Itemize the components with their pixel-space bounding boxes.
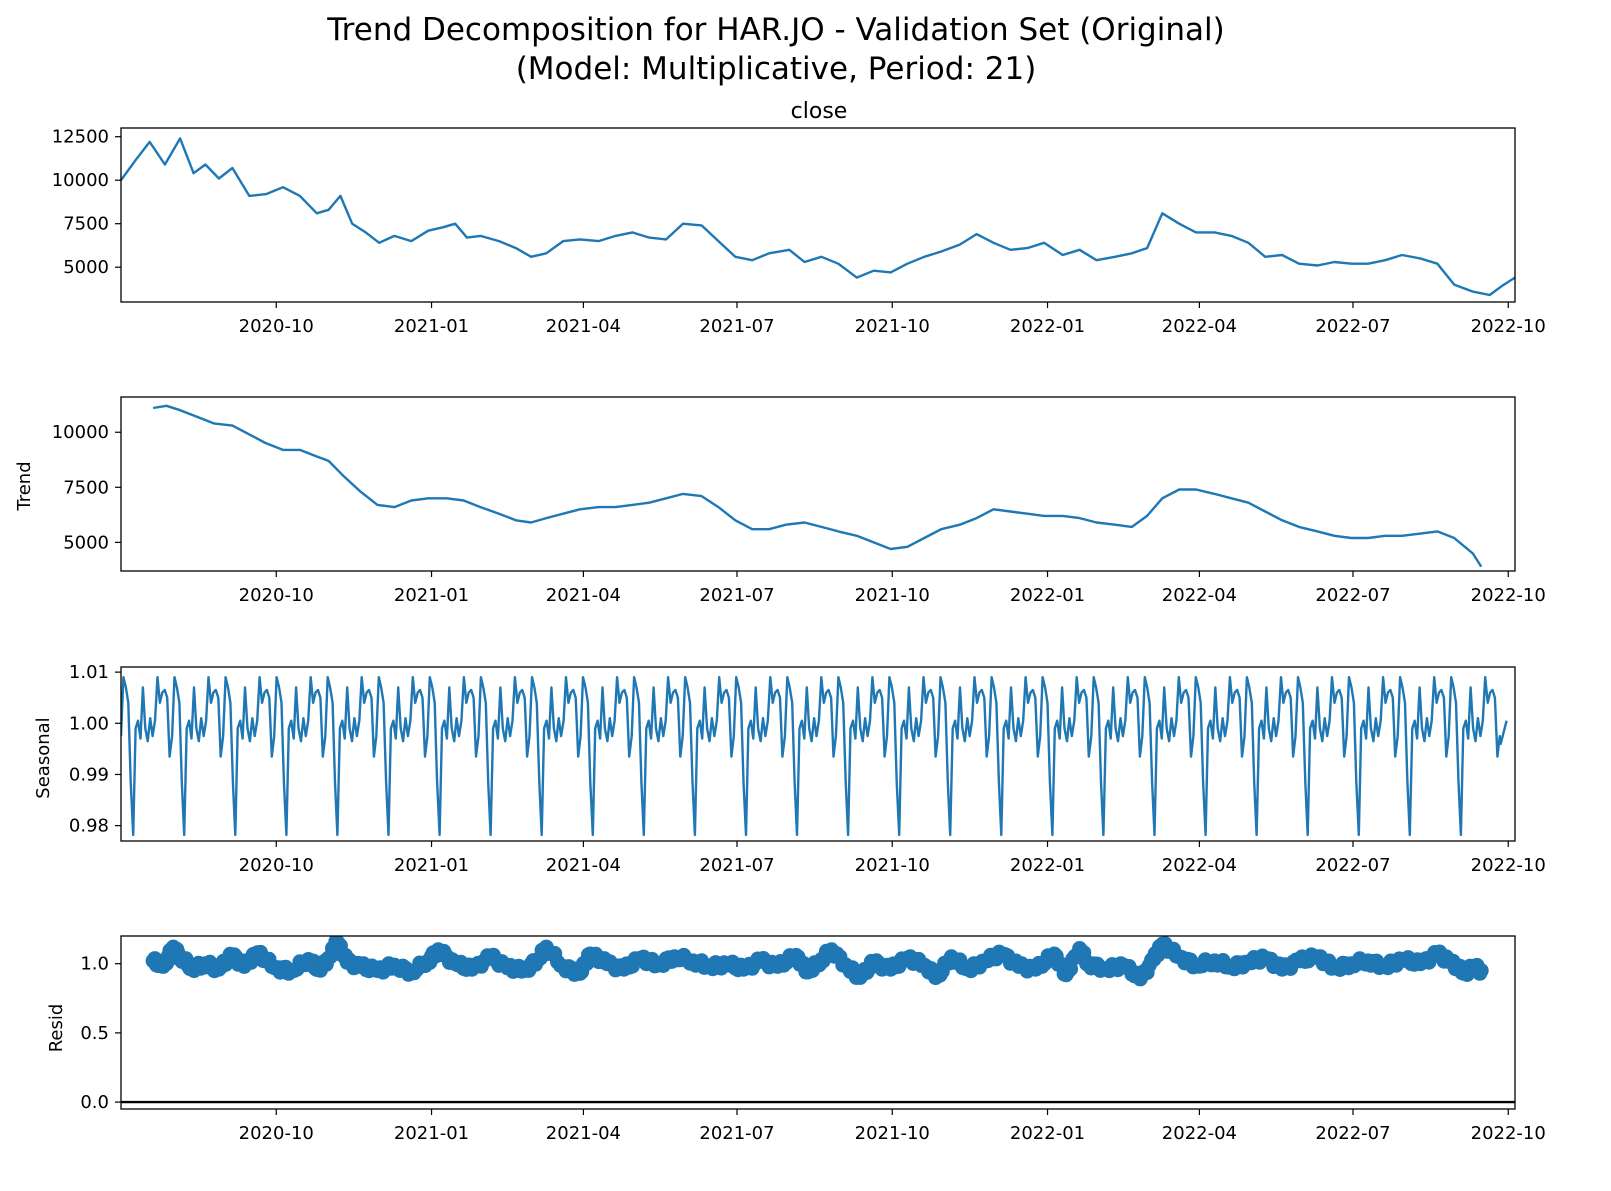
y-tick-label: 0.5 bbox=[80, 1023, 109, 1044]
y-tick-label: 1.00 bbox=[69, 713, 109, 734]
x-tick-label: 2021-10 bbox=[855, 1123, 930, 1144]
trend-panel: Trend 2020-10 2021-01 2021-04 2021-07 2021-1… bbox=[14, 396, 1546, 606]
x-tick-label: 2020-10 bbox=[239, 316, 314, 337]
x-tick-label: 2022-10 bbox=[1471, 1123, 1546, 1144]
seasonal-series-line bbox=[121, 676, 1508, 837]
x-tick-label: 2020-10 bbox=[239, 855, 314, 876]
x-tick-label: 2022-07 bbox=[1315, 855, 1390, 876]
x-tick-label: 2022-01 bbox=[1010, 855, 1085, 876]
x-tick-label: 2022-01 bbox=[1010, 316, 1085, 337]
x-tick-label: 2021-04 bbox=[546, 855, 621, 876]
x-tick-label: 2020-10 bbox=[239, 1123, 314, 1144]
close-panel-title: close bbox=[791, 99, 848, 124]
x-tick-label: 2021-04 bbox=[546, 585, 621, 606]
seasonal-panel: Seasonal 2020-10 2021-01 2021-04 2021-07 202… bbox=[33, 662, 1546, 876]
x-tick-label: 2022-01 bbox=[1010, 1123, 1085, 1144]
x-tick-label: 2021-07 bbox=[699, 316, 774, 337]
resid-point bbox=[1473, 963, 1489, 979]
close-series-line bbox=[121, 137, 1515, 297]
x-tick-label: 2021-01 bbox=[394, 316, 469, 337]
x-tick-label: 2021-07 bbox=[699, 1123, 774, 1144]
x-tick-label: 2022-07 bbox=[1315, 585, 1390, 606]
y-tick-label: 5000 bbox=[63, 257, 109, 278]
x-tick-label: 2021-04 bbox=[546, 1123, 621, 1144]
figure-title-line1: Trend Decomposition for HAR.JO - Validat… bbox=[326, 12, 1224, 48]
x-tick-label: 2022-07 bbox=[1315, 316, 1390, 337]
y-tick-label: 12500 bbox=[52, 127, 109, 148]
x-tick-label: 2022-10 bbox=[1471, 855, 1546, 876]
x-tick-label: 2020-10 bbox=[239, 585, 314, 606]
x-tick-label: 2021-04 bbox=[546, 316, 621, 337]
close-panel: close 2020-10 2021-01 2021-04 2021-07 2021-1… bbox=[52, 99, 1546, 337]
plot-frame bbox=[120, 666, 1516, 842]
x-tick-label: 2022-04 bbox=[1162, 316, 1237, 337]
trend-ylabel: Trend bbox=[14, 461, 35, 511]
y-tick-label: 10000 bbox=[52, 422, 109, 443]
x-tick-label: 2022-07 bbox=[1315, 1123, 1390, 1144]
x-tick-label: 2022-04 bbox=[1162, 855, 1237, 876]
y-tick-label: 5000 bbox=[63, 532, 109, 553]
x-tick-label: 2021-07 bbox=[699, 855, 774, 876]
plot-frame bbox=[120, 935, 1516, 1110]
x-tick-label: 2021-01 bbox=[394, 1123, 469, 1144]
trend-series-line bbox=[152, 404, 1483, 568]
x-tick-label: 2021-07 bbox=[699, 585, 774, 606]
x-tick-label: 2021-01 bbox=[394, 585, 469, 606]
y-tick-label: 0.0 bbox=[80, 1092, 109, 1113]
x-tick-label: 2022-10 bbox=[1471, 316, 1546, 337]
y-tick-label: 0.98 bbox=[69, 816, 109, 837]
y-tick-label: 7500 bbox=[63, 477, 109, 498]
y-tick-label: 7500 bbox=[63, 214, 109, 235]
x-tick-label: 2021-01 bbox=[394, 855, 469, 876]
x-tick-label: 2022-01 bbox=[1010, 585, 1085, 606]
x-tick-label: 2021-10 bbox=[855, 855, 930, 876]
y-tick-label: 1.0 bbox=[80, 954, 109, 975]
x-tick-label: 2022-04 bbox=[1162, 585, 1237, 606]
resid-panel: Resid 2020-10 2021-01 2021-04 2021-07 2021-1… bbox=[46, 935, 1546, 1144]
seasonal-ylabel: Seasonal bbox=[33, 717, 54, 798]
y-tick-label: 1.01 bbox=[69, 662, 109, 683]
y-tick-label: 0.99 bbox=[69, 764, 109, 785]
x-tick-label: 2021-10 bbox=[855, 316, 930, 337]
x-tick-label: 2022-10 bbox=[1471, 585, 1546, 606]
x-tick-label: 2022-04 bbox=[1162, 1123, 1237, 1144]
x-tick-label: 2021-10 bbox=[855, 585, 930, 606]
y-tick-label: 10000 bbox=[52, 170, 109, 191]
figure-title-line2: (Model: Multiplicative, Period: 21) bbox=[516, 51, 1037, 87]
plot-frame bbox=[120, 396, 1516, 572]
plot-frame bbox=[120, 127, 1516, 303]
resid-ylabel: Resid bbox=[46, 1004, 67, 1053]
